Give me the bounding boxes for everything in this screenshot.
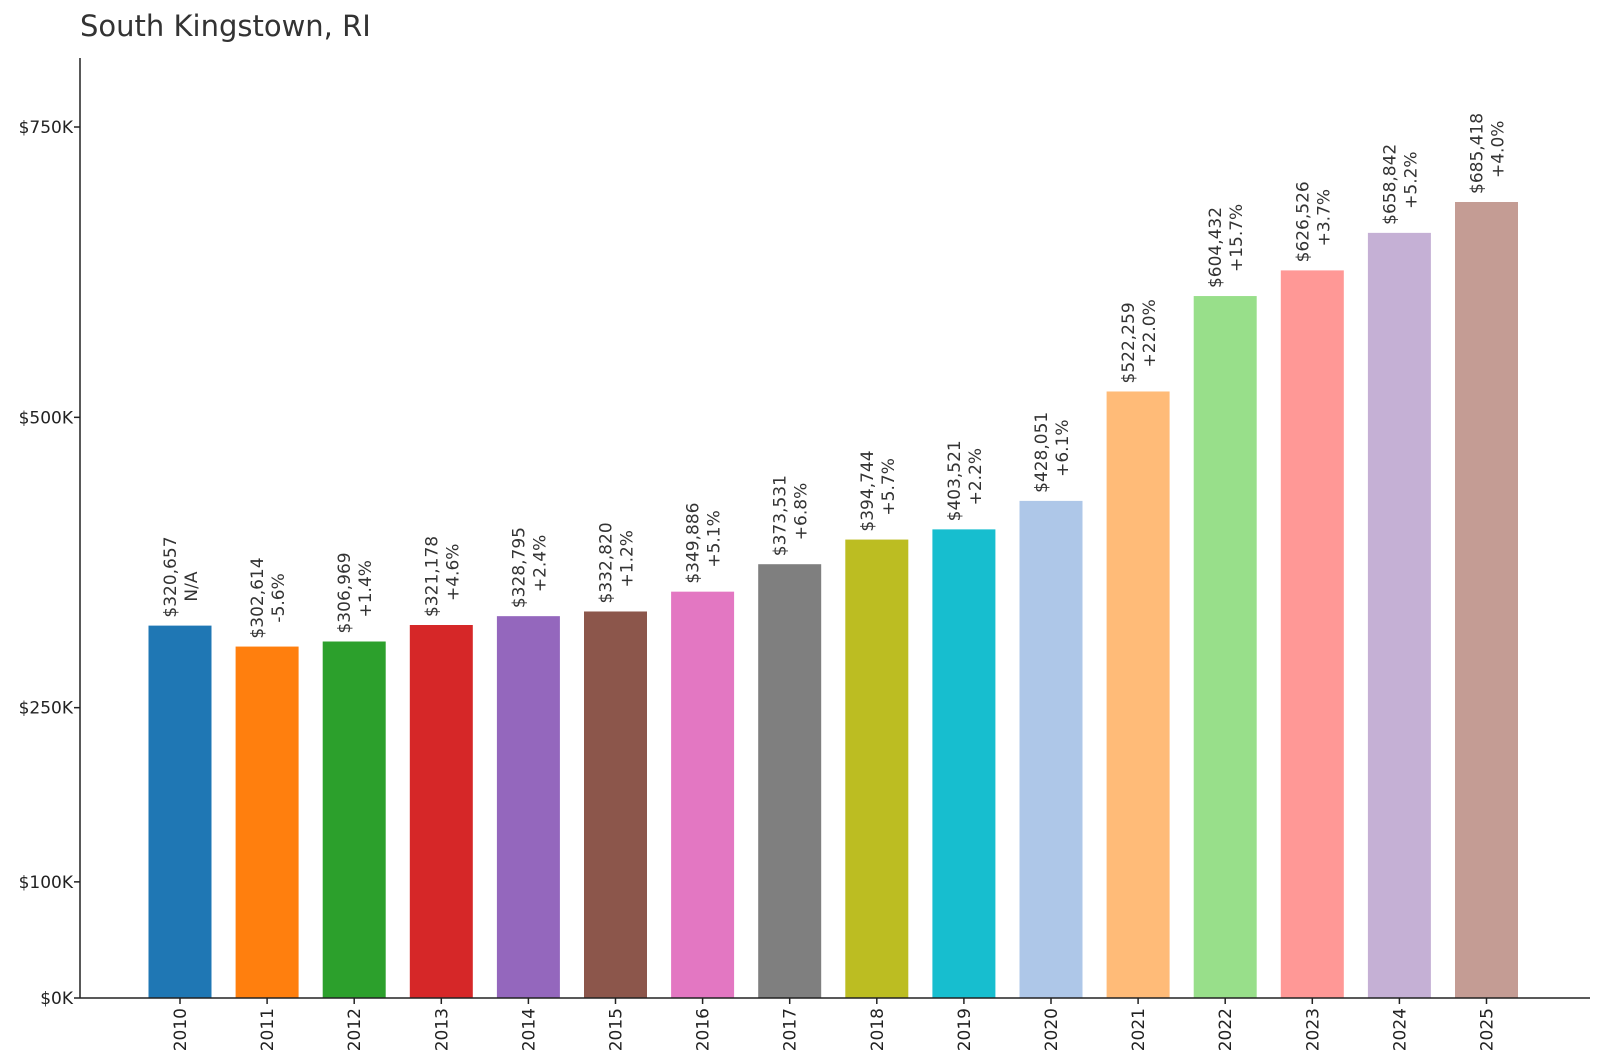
bars-group: [148, 202, 1518, 999]
bar: [322, 641, 386, 998]
x-tick-label: 2015: [607, 1008, 627, 1051]
bar: [1455, 202, 1518, 999]
bar-value-label: $428,051: [1032, 412, 1052, 493]
y-tick-label: $250K: [19, 699, 74, 719]
bar: [584, 611, 647, 998]
bar-value-label: $373,531: [771, 475, 791, 556]
bar-change-label: +1.2%: [618, 530, 638, 587]
x-tick-label: 2024: [1390, 1008, 1410, 1051]
bar: [148, 625, 212, 998]
bar-value-label: $332,820: [597, 522, 617, 603]
x-tick-label: 2019: [955, 1008, 975, 1051]
bar-change-label: +3.7%: [1314, 189, 1334, 246]
bar-change-label: +2.2%: [966, 448, 986, 505]
x-tick-label: 2010: [171, 1008, 191, 1051]
bar-change-label: +2.4%: [530, 535, 550, 592]
bar-change-label: +6.8%: [792, 483, 812, 540]
bar: [671, 591, 735, 998]
bar-change-label: -5.6%: [269, 573, 289, 622]
bar-change-label: +5.1%: [705, 510, 725, 567]
chart-title: South Kingstown, RI: [80, 9, 371, 43]
x-tick-label: 2016: [694, 1008, 714, 1051]
bar-change-label: +4.0%: [1489, 121, 1509, 178]
x-tick-label: 2014: [519, 1008, 539, 1051]
bar-value-label: $349,886: [684, 503, 704, 584]
bar: [1106, 391, 1170, 998]
bar-value-label: $626,526: [1293, 181, 1313, 262]
bar: [1367, 232, 1431, 999]
x-axis: 2010 2011 2012 2013 2014 2015 2016 2017 2018 2019…: [80, 997, 1590, 1051]
bar-change-label: +6.1%: [1053, 419, 1073, 476]
bar: [1019, 500, 1083, 998]
bar-value-label: $394,744: [858, 450, 878, 531]
x-tick-label: 2023: [1303, 1008, 1323, 1051]
x-tick-label: 2012: [345, 1008, 365, 1051]
y-tick-label: $0K: [40, 989, 74, 1009]
bar-change-label: +22.0%: [1140, 299, 1160, 367]
y-axis: $0K $100K $250K $500K $750K: [19, 58, 81, 1009]
x-tick-label: 2013: [432, 1008, 452, 1051]
x-tick-label: 2022: [1216, 1008, 1236, 1051]
bar-value-label: $658,842: [1380, 144, 1400, 225]
x-tick-label: 2025: [1478, 1008, 1498, 1051]
bar: [758, 564, 822, 998]
bar: [409, 625, 473, 998]
bar-value-label: $328,795: [509, 527, 529, 608]
bar-value-label: $604,432: [1206, 207, 1226, 288]
bar-value-label: $321,178: [422, 536, 442, 617]
bar-value-label: $320,657: [161, 536, 181, 617]
bar: [1193, 296, 1257, 998]
bar-value-label: $403,521: [945, 440, 965, 521]
bar-change-label: +1.4%: [356, 560, 376, 617]
bar: [496, 616, 560, 998]
bar-change-label: N/A: [182, 571, 202, 601]
bar-value-label: $306,969: [335, 552, 355, 633]
bar-labels-group: $320,657 N/A $302,614 -5.6% $306,969 +1.4% $32…: [161, 113, 1509, 639]
bar-change-label: +15.7%: [1227, 204, 1247, 272]
bar-change-label: +5.7%: [879, 458, 899, 515]
y-tick-label: $500K: [19, 408, 74, 428]
x-tick-label: 2017: [781, 1008, 801, 1051]
x-tick-label: 2018: [868, 1008, 888, 1051]
x-tick-label: 2011: [258, 1008, 278, 1051]
bar: [845, 539, 909, 998]
x-tick-label: 2021: [1129, 1008, 1149, 1051]
y-tick-label: $750K: [19, 118, 74, 138]
y-tick-label: $100K: [19, 873, 74, 893]
bar-value-label: $302,614: [248, 557, 268, 638]
bar-change-label: +4.6%: [443, 544, 463, 601]
bar-value-label: $522,259: [1119, 302, 1139, 383]
bar: [1280, 270, 1344, 998]
bar: [932, 529, 996, 998]
x-tick-label: 2020: [1042, 1008, 1062, 1051]
bar-value-label: $685,418: [1468, 113, 1488, 194]
bar: [235, 646, 299, 998]
bar-change-label: +5.2%: [1401, 151, 1421, 208]
